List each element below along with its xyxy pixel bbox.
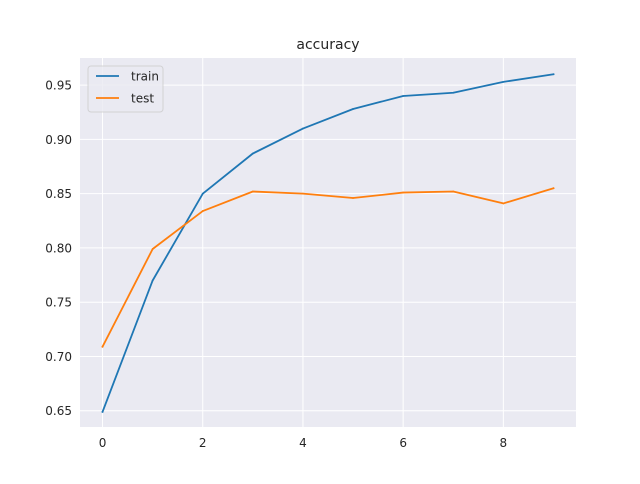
x-tick-label: 8 <box>500 436 508 450</box>
data-point-train <box>201 192 204 195</box>
series-lines <box>101 73 555 413</box>
y-tick-label: 0.65 <box>45 404 72 418</box>
data-point-train <box>352 108 354 110</box>
y-tick-label: 0.75 <box>45 296 72 310</box>
data-point-test <box>201 210 204 212</box>
y-tick-label: 0.90 <box>45 133 72 147</box>
legend-label-train: train <box>131 70 159 84</box>
y-tick-label: 0.80 <box>45 241 72 255</box>
data-point-train <box>552 73 555 76</box>
plot-area <box>80 58 576 427</box>
y-tick-label: 0.85 <box>45 187 72 201</box>
data-point-test <box>251 190 254 193</box>
data-point-test <box>402 191 405 194</box>
data-point-test <box>151 248 154 250</box>
legend-label-test: test <box>131 92 154 106</box>
data-point-test <box>552 187 555 190</box>
series-line-train <box>101 73 555 413</box>
x-tick-label: 2 <box>199 436 207 450</box>
x-tick-label: 4 <box>299 436 307 450</box>
series-line-test <box>101 187 555 348</box>
data-point-train <box>101 410 104 413</box>
data-point-train <box>251 152 254 155</box>
data-point-train <box>151 279 154 282</box>
legend: train test <box>87 65 164 113</box>
data-point-train <box>452 91 455 94</box>
legend-box <box>87 65 164 113</box>
data-point-test <box>101 345 104 348</box>
y-tick-label: 0.70 <box>45 350 72 364</box>
grid-lines <box>80 58 576 427</box>
y-tick-label: 0.95 <box>45 79 72 93</box>
data-point-train <box>302 127 304 130</box>
x-tick-label: 0 <box>99 436 107 450</box>
data-point-test <box>502 202 505 205</box>
data-point-train <box>502 80 505 83</box>
chart-title: accuracy <box>296 37 359 53</box>
data-point-test <box>452 190 455 193</box>
x-axis-tick-labels: 0 2 4 6 8 <box>99 436 507 450</box>
data-point-test <box>302 192 304 195</box>
data-point-train <box>402 95 405 97</box>
y-axis-tick-labels: 0.65 0.70 0.75 0.80 0.85 0.90 0.95 <box>45 79 72 419</box>
data-point-test <box>352 197 354 199</box>
x-tick-label: 6 <box>399 436 407 450</box>
